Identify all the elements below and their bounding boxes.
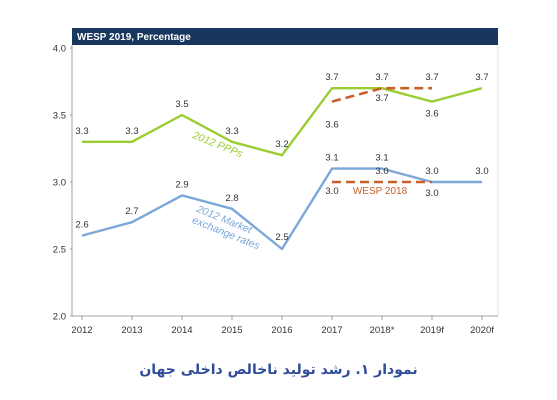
market-data-label: 2.5 <box>275 232 288 243</box>
ppp-data-label: 3.7 <box>325 72 338 83</box>
market-series-line <box>81 167 482 251</box>
x-tick-label: 2019f <box>420 325 444 336</box>
market-data-label: 2.9 <box>175 179 188 190</box>
x-tick-label: 2014 <box>171 325 192 336</box>
ppp-series-line <box>82 86 483 157</box>
y-tick-label: 2.0 <box>53 312 66 323</box>
series-layer <box>81 86 483 251</box>
x-tick-label: 2016 <box>271 325 292 336</box>
ppp-data-label: 3.3 <box>75 126 88 137</box>
y-tick-label: 3.0 <box>53 178 66 189</box>
x-tick-label: 2015 <box>221 325 242 336</box>
wesp2018-ppp-line <box>331 86 432 103</box>
chart-header-title: WESP 2019, Percentage <box>77 32 191 43</box>
market-data-label: 2.8 <box>225 193 238 204</box>
market-data-label: 3.1 <box>325 153 338 164</box>
axes: 2.0 2.5 3.0 3.5 4.0 2012 2013 2014 2015 2016 2017 2… <box>53 44 499 336</box>
ppp-data-label: 3.3 <box>125 126 138 137</box>
y-tick-label: 4.0 <box>53 44 66 55</box>
wesp2018-ppp-data-label: 3.6 <box>325 120 338 131</box>
ppp-data-label: 3.5 <box>175 99 188 110</box>
wesp2018-market-data-label: 3.0 <box>325 186 338 197</box>
x-tick-label: 2020f <box>470 325 494 336</box>
x-tick-label: 2012 <box>71 325 92 336</box>
wesp2018-ppp-data-label: 3.7 <box>375 93 388 104</box>
x-tick-label: 2013 <box>121 325 142 336</box>
figure-caption: نمودار ۱. رشد تولید ناخالص داخلی جهان <box>139 362 418 378</box>
y-tick-label: 2.5 <box>53 245 66 256</box>
y-tick-label: 3.5 <box>53 111 66 122</box>
wesp2018-market-data-label: 3.0 <box>375 166 388 177</box>
ppp-data-label: 3.2 <box>275 139 288 150</box>
market-data-label: 3.0 <box>475 166 488 177</box>
ppp-data-label: 3.3 <box>225 126 238 137</box>
wesp2018-ppp-data-label: 3.7 <box>425 72 438 83</box>
market-data-label: 2.6 <box>75 220 88 231</box>
market-data-label: 2.7 <box>125 206 138 217</box>
chart-header-bar <box>72 28 498 45</box>
ppp-data-label: 3.6 <box>425 109 438 120</box>
ppp-data-label: 3.7 <box>475 72 488 83</box>
wesp2018-series-name: WESP 2018 <box>353 186 408 197</box>
wesp2018-market-data-label: 3.0 <box>425 188 438 199</box>
market-data-label: 3.0 <box>425 166 438 177</box>
market-data-label: 3.1 <box>375 153 388 164</box>
ppp-data-label: 3.7 <box>375 72 388 83</box>
x-tick-label: 2017 <box>321 325 342 336</box>
x-tick-label: 2018* <box>370 325 395 336</box>
